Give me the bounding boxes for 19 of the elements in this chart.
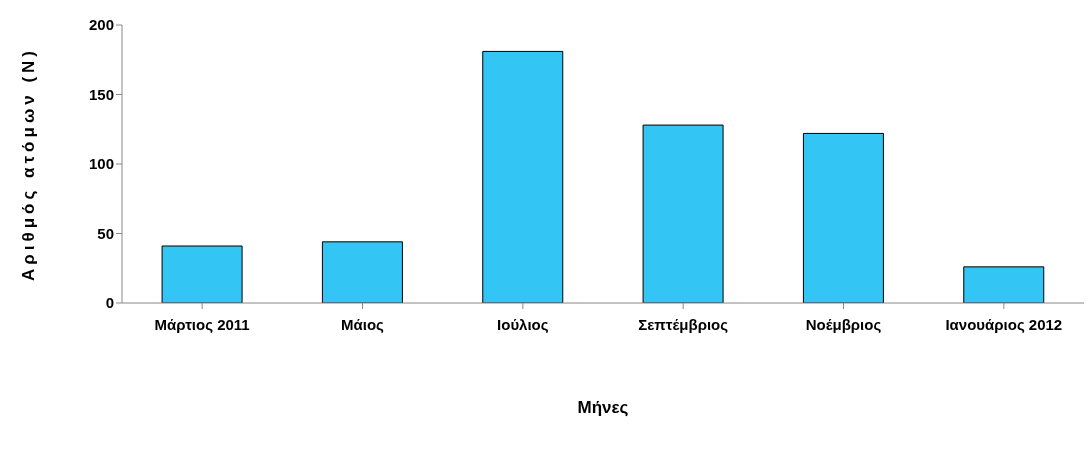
bar: [321, 241, 403, 303]
x-tick-label: Σεπτέμβριος: [638, 315, 729, 333]
y-tick-label: 0: [105, 294, 114, 312]
x-tick-label: Μάιος: [341, 315, 385, 333]
x-tick-label: Ιανουάριος 2012: [945, 315, 1063, 333]
y-tick-label: 50: [97, 224, 114, 242]
bar: [161, 245, 243, 303]
bar: [642, 124, 724, 303]
y-tick-label: 100: [88, 155, 114, 173]
x-tick-label: Νοέμβριος: [805, 315, 882, 333]
y-tick-label: 200: [88, 16, 114, 34]
x-tick-label: Μάρτιος 2011: [154, 315, 250, 333]
bar: [802, 132, 884, 303]
x-axis-title: Μήνες: [577, 398, 629, 417]
bar: [482, 50, 564, 303]
y-tick-label: 150: [88, 85, 114, 103]
y-axis-title: Αριθμός ατόμων (N): [19, 46, 39, 282]
x-tick-label: Ιούλιος: [497, 315, 549, 333]
bar: [963, 266, 1045, 303]
